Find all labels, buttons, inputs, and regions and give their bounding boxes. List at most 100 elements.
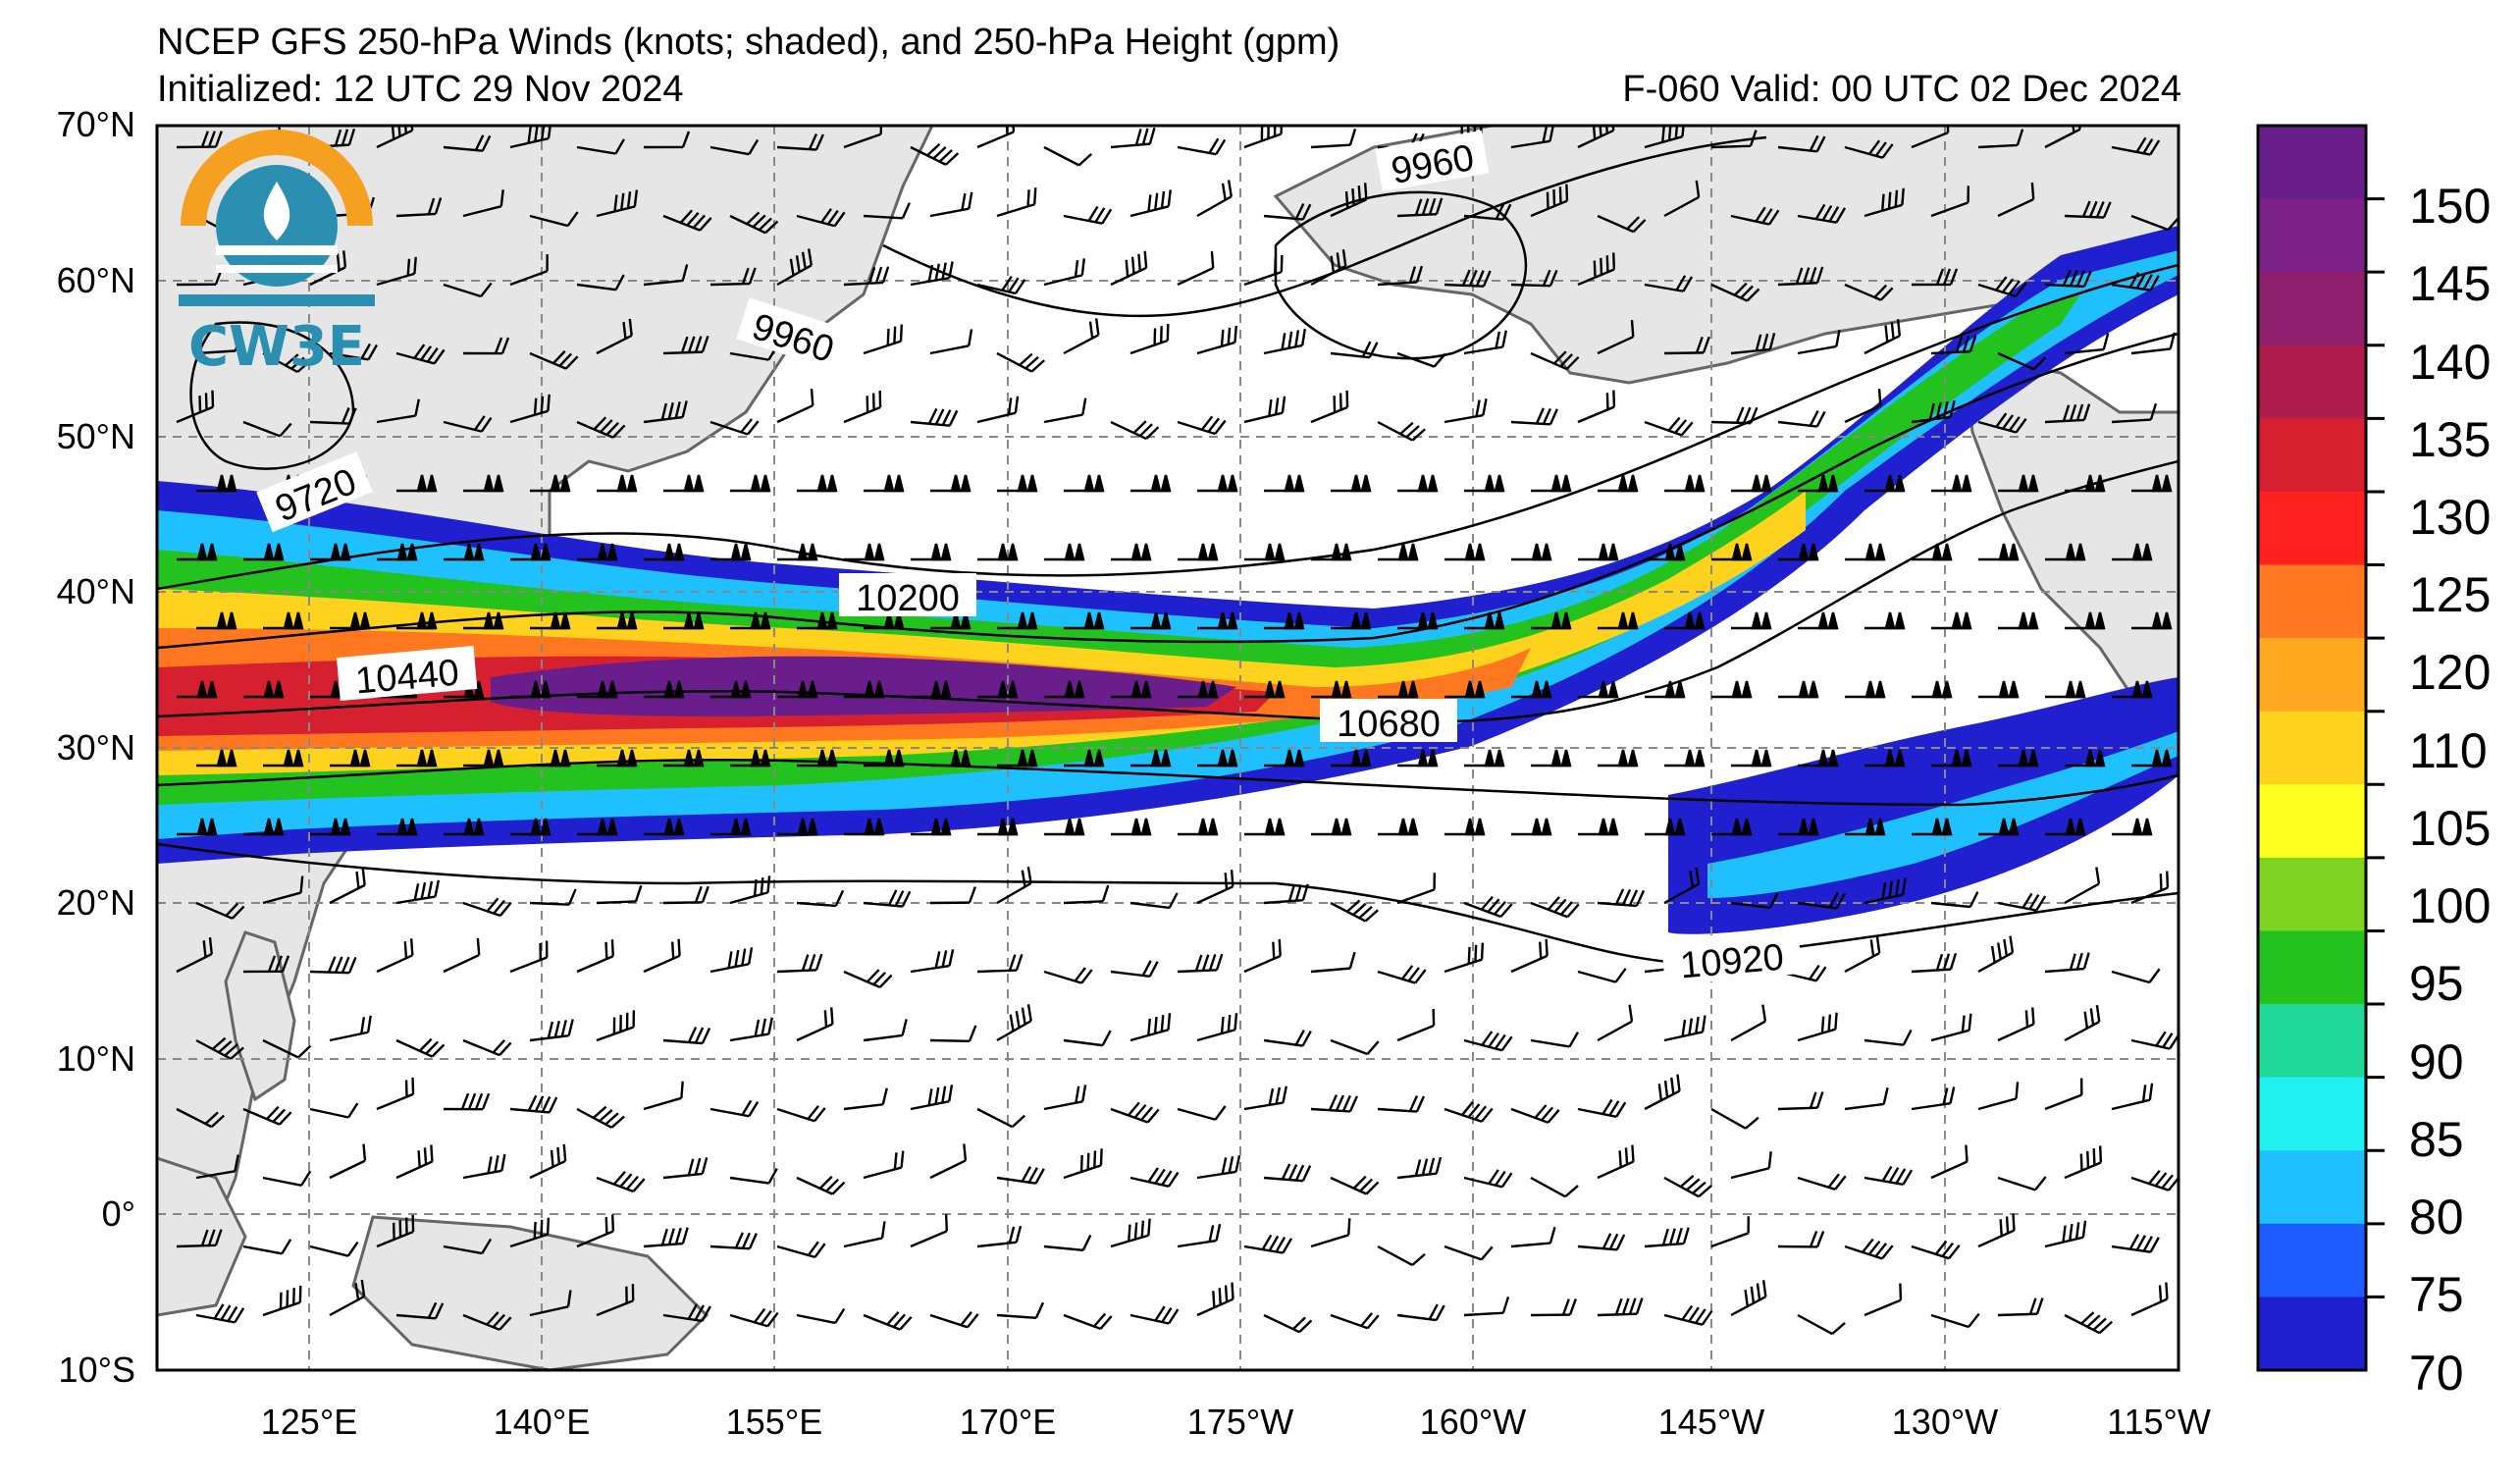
wind-barb: [1378, 818, 1419, 836]
wind-barb: [1577, 968, 1627, 983]
wind-barb: [309, 407, 357, 425]
wind-barb: [329, 868, 366, 905]
land-new-guinea: [351, 1215, 709, 1370]
wind-barb: [1510, 126, 1555, 149]
wind-barb: [2044, 952, 2090, 974]
wind-barb: [930, 474, 971, 493]
wind-barbs: [176, 126, 2179, 1336]
wind-barb: [643, 131, 691, 149]
wind-barb: [395, 344, 446, 365]
wind-barb: [1310, 129, 1357, 149]
wind-barb: [463, 474, 504, 493]
wind-barb: [576, 939, 614, 974]
wind-barb: [242, 1239, 292, 1255]
wind-barb: [376, 126, 414, 149]
wind-barb: [1531, 611, 1572, 630]
wind-barb: [596, 884, 643, 905]
wind-barb: [797, 474, 838, 493]
wind-barb: [1444, 1101, 1494, 1123]
wind-barb: [1731, 611, 1772, 630]
wind-barb: [596, 318, 633, 355]
wind-barb: [1978, 543, 2020, 561]
wind-barb: [177, 680, 218, 699]
wind-barb: [976, 275, 1026, 295]
wind-barb: [1510, 1104, 1560, 1124]
wind-barb: [1912, 543, 1953, 561]
wind-barb: [509, 1094, 558, 1114]
wind-barb: [777, 680, 818, 699]
wind-barb: [1177, 137, 1227, 156]
wind-barb: [395, 1037, 446, 1058]
wind-barb: [997, 611, 1038, 630]
wind-barb: [443, 134, 492, 152]
wind-barb: [596, 189, 639, 218]
colorbar-segment: [2258, 1297, 2366, 1371]
wind-barb: [863, 1019, 908, 1042]
wind-barb: [1178, 818, 1219, 836]
wind-barb: [709, 138, 760, 156]
wind-barb: [1645, 543, 1686, 561]
wind-barb: [1778, 818, 1819, 836]
wind-barb: [396, 749, 438, 768]
wind-barb: [1798, 474, 1839, 493]
wind-barb: [1063, 1312, 1113, 1331]
wind-barb: [643, 264, 689, 287]
wind-barb: [1063, 1148, 1103, 1180]
wind-barb: [1310, 1218, 1351, 1248]
wind-barb: [1396, 1156, 1443, 1180]
wind-barb: [976, 1107, 1026, 1129]
wind-barb: [2111, 402, 2158, 424]
wind-barb: [1511, 543, 1552, 561]
wind-barb: [529, 349, 579, 370]
wind-barb: [1264, 474, 1305, 493]
wind-barb: [1063, 318, 1100, 355]
wind-barb: [1864, 319, 1902, 355]
wind-barb: [843, 266, 890, 287]
wind-barb: [2044, 1078, 2083, 1111]
wind-barb: [2064, 1311, 2114, 1335]
wind-barb: [1710, 1216, 1750, 1248]
wind-barb: [729, 875, 771, 905]
wind-barb: [1977, 1213, 2016, 1248]
wind-barb: [329, 1015, 372, 1042]
wind-barb: [1444, 680, 1486, 699]
wind-barb: [176, 131, 223, 149]
wind-barb: [1110, 250, 1148, 287]
wind-barb: [262, 1038, 312, 1059]
wind-barb: [1912, 680, 1953, 699]
wind-barb: [1196, 1154, 1241, 1180]
wind-barb: [797, 611, 838, 630]
wind-barb: [729, 1017, 773, 1042]
wind-barb: [1931, 749, 1972, 768]
wind-barb: [1463, 1297, 1510, 1317]
wind-barb: [376, 1214, 415, 1248]
wind-barb: [1110, 1101, 1160, 1124]
wind-barb: [262, 1170, 312, 1187]
wind-barb: [509, 394, 551, 424]
wind-barb: [1997, 1176, 2047, 1192]
wind-barb: [1043, 145, 1093, 167]
wind-barb: [2064, 867, 2101, 905]
wind-barb: [1597, 888, 1646, 908]
graticule: [157, 126, 2179, 1370]
wind-barb: [263, 611, 304, 630]
wind-barb: [1044, 680, 1085, 699]
wind-barb: [996, 1301, 1045, 1319]
lon-label: 145°W: [1657, 1402, 1765, 1442]
chart-title: NCEP GFS 250-hPa Winds (knots; shaded), …: [157, 22, 1340, 63]
wind-barb: [329, 1279, 366, 1317]
wind-barb: [864, 474, 905, 493]
wind-barb: [776, 953, 823, 974]
wind-barb: [929, 886, 976, 905]
wind-barb: [2064, 200, 2112, 219]
wind-barb: [1310, 1094, 1358, 1113]
wind-barb: [1463, 330, 1507, 355]
wind-barb: [1463, 1031, 1513, 1052]
wind-barb: [663, 474, 705, 493]
wind-barb: [662, 1303, 711, 1323]
wind-barb: [1664, 474, 1706, 493]
wind-barb: [1043, 967, 1093, 984]
wind-barb: [1130, 474, 1172, 493]
wind-barb: [910, 142, 960, 166]
wind-barb: [643, 1227, 689, 1248]
